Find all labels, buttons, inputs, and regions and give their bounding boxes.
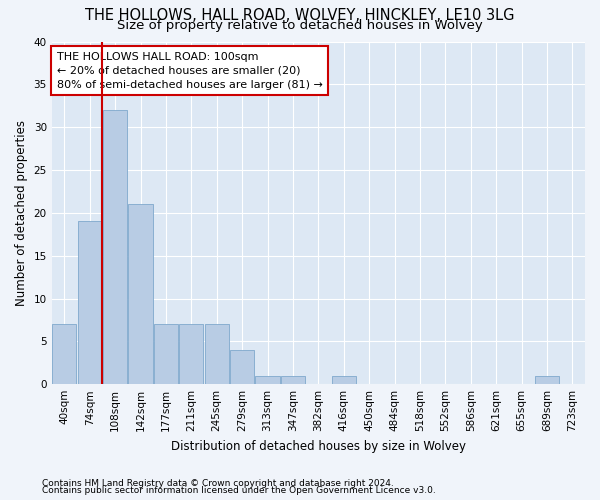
Y-axis label: Number of detached properties: Number of detached properties [15,120,28,306]
Bar [332,376,356,384]
Bar [230,350,254,384]
Bar [179,324,203,384]
Text: Contains HM Land Registry data © Crown copyright and database right 2024.: Contains HM Land Registry data © Crown c… [42,478,394,488]
Bar [535,376,559,384]
Text: THE HOLLOWS HALL ROAD: 100sqm
← 20% of detached houses are smaller (20)
80% of s: THE HOLLOWS HALL ROAD: 100sqm ← 20% of d… [57,52,323,90]
Bar [52,324,76,384]
Bar [205,324,229,384]
Bar [154,324,178,384]
Text: Size of property relative to detached houses in Wolvey: Size of property relative to detached ho… [117,18,483,32]
Bar [77,222,102,384]
X-axis label: Distribution of detached houses by size in Wolvey: Distribution of detached houses by size … [171,440,466,452]
Bar [281,376,305,384]
Text: Contains public sector information licensed under the Open Government Licence v3: Contains public sector information licen… [42,486,436,495]
Text: THE HOLLOWS, HALL ROAD, WOLVEY, HINCKLEY, LE10 3LG: THE HOLLOWS, HALL ROAD, WOLVEY, HINCKLEY… [85,8,515,22]
Bar [256,376,280,384]
Bar [128,204,152,384]
Bar [103,110,127,384]
